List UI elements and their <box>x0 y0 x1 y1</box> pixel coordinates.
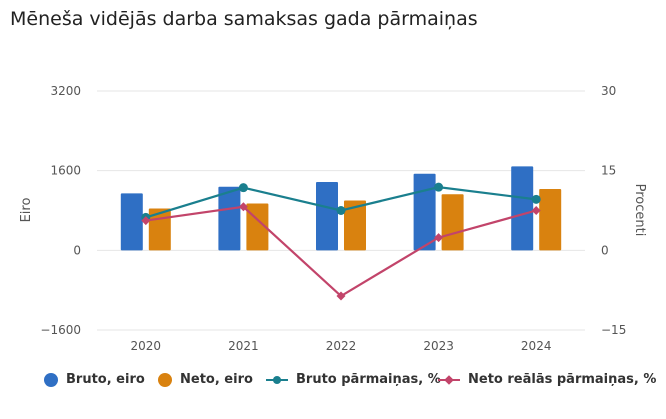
left-tick-label: −1600 <box>40 323 81 337</box>
left-axis-ticks: 3200 1600 0 −1600 <box>40 84 81 337</box>
right-tick-label: −15 <box>601 323 626 337</box>
chart-title: Mēneša vidējās darba samaksas gada pārma… <box>10 8 478 30</box>
line-neto-real-change <box>145 205 537 298</box>
x-tick-label: 2020 <box>131 339 162 353</box>
left-tick-label: 0 <box>73 243 81 257</box>
point-neto-real-change <box>141 216 151 226</box>
legend-item-bruto[interactable]: Bruto, eiro <box>44 372 145 387</box>
right-axis-ticks: 30 15 0 −15 <box>601 84 626 337</box>
legend: Bruto, eiro Neto, eiro Bruto pārmaiņas, … <box>0 372 666 394</box>
x-axis-ticks: 2020 2021 2022 2023 2024 <box>131 339 552 353</box>
bar-bruto <box>120 193 143 251</box>
bars <box>120 166 562 251</box>
legend-item-neto-real-change[interactable]: Neto reālās pārmaiņas, % <box>438 372 656 387</box>
grid-lines <box>97 90 585 331</box>
left-tick-label: 3200 <box>50 84 81 98</box>
bar-neto <box>441 194 464 251</box>
right-axis-title: Procenti <box>632 184 647 237</box>
bar-bruto <box>218 186 241 251</box>
point-neto-real-change <box>531 206 541 215</box>
legend-neto-real-change-marker <box>438 373 460 387</box>
point-bruto-change <box>238 183 248 193</box>
x-tick-label: 2024 <box>521 339 552 353</box>
right-tick-label: 0 <box>601 243 609 257</box>
bar-bruto <box>316 181 338 251</box>
legend-neto-real-change-label: Neto reālās pārmaiņas, % <box>468 372 657 387</box>
left-tick-label: 1600 <box>50 164 81 178</box>
left-axis-title: Eiro <box>19 198 34 223</box>
bar-bruto <box>511 166 534 251</box>
x-tick-label: 2021 <box>228 339 259 353</box>
lines <box>141 182 541 301</box>
x-tick-label: 2022 <box>326 339 357 353</box>
legend-bruto-marker <box>44 372 58 387</box>
legend-neto-marker <box>158 372 172 387</box>
bar-bruto <box>413 173 436 251</box>
point-neto-real-change <box>434 233 444 243</box>
bar-neto <box>344 200 366 251</box>
legend-bruto-label: Bruto, eiro <box>66 372 145 387</box>
legend-item-bruto-change[interactable]: Bruto pārmaiņas, % <box>266 372 441 387</box>
point-bruto-change <box>434 182 444 192</box>
point-bruto-change <box>336 206 346 215</box>
bar-neto <box>539 188 562 251</box>
right-tick-label: 30 <box>601 84 616 98</box>
legend-bruto-change-marker <box>266 373 288 387</box>
point-bruto-change <box>531 194 541 204</box>
legend-item-neto[interactable]: Neto, eiro <box>158 372 253 387</box>
legend-bruto-change-label: Bruto pārmaiņas, % <box>296 372 441 387</box>
point-neto-real-change <box>238 202 248 212</box>
x-tick-label: 2023 <box>423 339 454 353</box>
legend-neto-label: Neto, eiro <box>180 372 253 387</box>
point-neto-real-change <box>336 291 346 301</box>
right-tick-label: 15 <box>601 164 616 178</box>
